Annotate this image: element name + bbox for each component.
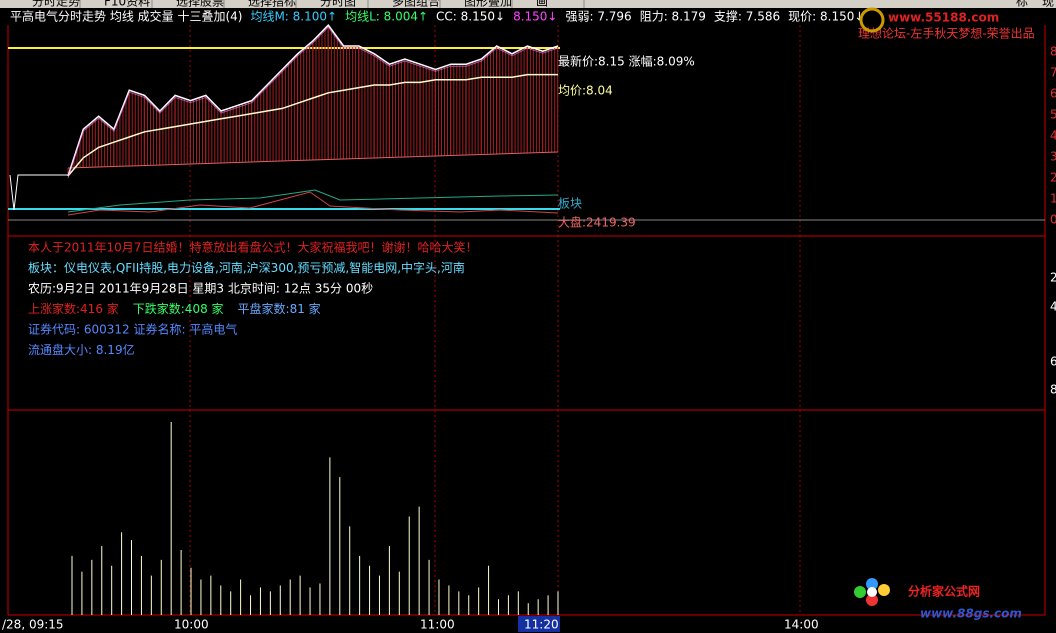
header-item: 支撑: 7.586 [714, 9, 780, 24]
header-item: 现价: 8.150↓ [788, 10, 864, 24]
toolbar-tab[interactable]: 标 [1016, 0, 1028, 9]
time-label: 14:00 [784, 618, 819, 632]
index-line [67, 191, 559, 216]
right-axis-label: 6 [1050, 87, 1056, 101]
info-text: 下跌家数:408 家 [133, 301, 224, 316]
right-axis-label: 5 [1050, 108, 1056, 122]
header-item: CC: 8.150↓ [436, 10, 505, 24]
grid [189, 25, 801, 615]
toolbar-tab[interactable]: 分时图 [320, 0, 356, 9]
right-axis-label: 7 [1050, 66, 1056, 80]
index-label: 大盘:2419.39 [558, 215, 636, 230]
right-axis-label: 0 [1050, 213, 1056, 227]
header-item: 均线M: 8.100↑ [250, 10, 337, 24]
header-item: 8.150↓ [513, 10, 557, 24]
right-axis-label: 4 [1050, 300, 1056, 314]
price-shadow [67, 26, 559, 179]
time-label: 11:00 [420, 618, 455, 632]
toolbar [0, 0, 1056, 8]
info-text: 农历:9月2日 2011年9月28日 星期3 北京时间: 12点 35分 00秒 [28, 282, 373, 296]
last-price-label: 最新价:8.15 涨幅:8.09% [558, 54, 695, 69]
base-line [67, 151, 559, 169]
watermark-credit: 理想论坛-左手秋天梦想-荣誉出品 [858, 26, 1035, 41]
right-axis-label: 2 [1050, 271, 1056, 285]
info-text: 平盘家数:81 家 [238, 301, 321, 316]
avg-line [67, 73, 558, 177]
right-axis-label: 6 [1050, 355, 1056, 369]
toolbar-tab[interactable]: F10资料 [104, 0, 150, 9]
sector-curve [67, 189, 559, 213]
preopen-line [9, 174, 68, 211]
info-text: 证券代码: 600312 证券名称: 平高电气 [28, 322, 237, 337]
info-text: 本人于2011年10月7日结婚！特意放出看盘公式！大家祝福我吧！谢谢！哈哈大笑！ [28, 240, 477, 255]
info-text: 板块：仪电仪表,QFII持股,电力设备,河南,沪深300,预亏预减,智能电网,中… [28, 260, 465, 275]
logo-url: www.88gs.com [920, 607, 1022, 621]
watermark-site: www.55188.com [888, 11, 999, 25]
logo-name: 分析家公式网 [908, 584, 980, 599]
toolbar-tab[interactable]: 选择股票 [176, 0, 224, 9]
header-item: 平高电气分时走势 均线 成交量 十三叠加(4) [10, 9, 242, 24]
time-label: 11:20 [524, 618, 559, 632]
toolbar-tab[interactable]: 多图组合 [392, 0, 440, 9]
toolbar-tab[interactable]: 画 [536, 0, 548, 9]
info-text: 上涨家数:416 家 [28, 301, 119, 316]
header-item: 阻力: 8.179 [640, 10, 706, 24]
avg-price-label: 均价:8.04 [558, 84, 613, 98]
right-axis-label: 1 [1050, 192, 1056, 206]
right-axis-label: 8 [1050, 383, 1056, 397]
time-label: 10:00 [174, 618, 209, 632]
logo-icon [854, 578, 890, 606]
toolbar-tab[interactable]: 图形叠加 [464, 0, 512, 9]
right-axis-label: 3 [1050, 150, 1056, 164]
right-axis-label: 2 [1050, 171, 1056, 185]
sector-label: 板块 [558, 197, 582, 211]
right-axis-label: 4 [1050, 129, 1056, 143]
toolbar-tab[interactable]: 分时走势 [32, 0, 80, 9]
watermark-icon [859, 7, 885, 33]
time-label: /28, 09:15 [2, 618, 64, 632]
info-text: 流通盘大小: 8.19亿 [28, 342, 135, 357]
toolbar-tab[interactable]: 现 [1042, 0, 1054, 9]
header-item: 均线L: 8.004↑ [345, 10, 428, 24]
toolbar-tab[interactable]: 选择指标 [248, 0, 296, 9]
price-line [67, 24, 559, 177]
header-item: 强弱: 7.796 [565, 10, 631, 24]
time-cursor-box [518, 616, 560, 632]
right-axis-label: 8 [1050, 45, 1056, 59]
